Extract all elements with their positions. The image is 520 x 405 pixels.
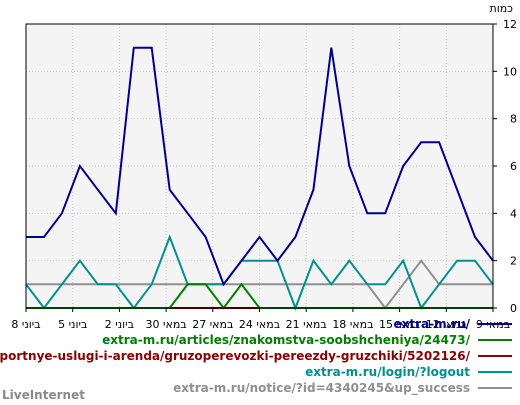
x-tick-label: 2 ביוני bbox=[105, 318, 134, 331]
plot-frame bbox=[25, 23, 494, 309]
legend-label: extra-m.ru/notice/?id=4340245&up_success bbox=[173, 381, 470, 396]
y-tick-label: 4 bbox=[510, 207, 517, 220]
y-tick-label: 0 bbox=[510, 302, 517, 315]
x-tick-label: 8 ביוני bbox=[11, 318, 40, 331]
x-tick-label: 18 במאי bbox=[332, 318, 373, 331]
legend-label: extra-m.ru/login/?logout bbox=[305, 365, 470, 379]
axes: 0 2 4 6 8 10 12 8 ביוני 5 ביוני 2 ביוני 30 במאי 27 … bbox=[11, 18, 517, 331]
y-axis-title: כמות bbox=[489, 2, 513, 15]
x-tick-label: 27 במאי bbox=[192, 318, 233, 331]
legend-label: extra-m.ru/articles/znakomstva-soobshche… bbox=[102, 333, 470, 347]
x-tick-label: 15 במאי bbox=[379, 318, 420, 331]
x-tick-label: 30 במאי bbox=[146, 318, 187, 331]
y-tick-label: 6 bbox=[510, 160, 517, 173]
legend: extra-m.ru/extra-m.ru/articles/znakomstv… bbox=[0, 317, 512, 396]
y-tick-label: 10 bbox=[503, 65, 517, 78]
x-tick-label: 24 במאי bbox=[239, 318, 280, 331]
x-tick-label: 12 במאי bbox=[426, 318, 467, 331]
y-tick-label: 2 bbox=[510, 255, 517, 268]
series-line-4 bbox=[25, 234, 494, 311]
legend-label: /transportnye-uslugi-i-arenda/gruzoperev… bbox=[0, 349, 471, 363]
series-line-1 bbox=[26, 46, 494, 287]
liveinternet-watermark: LiveInternet bbox=[2, 388, 85, 402]
x-tick-label: 5 ביוני bbox=[58, 318, 87, 331]
legend-label: extra-m.ru/ bbox=[393, 317, 470, 331]
y-tick-label: 8 bbox=[510, 113, 517, 126]
x-tick-label: 21 במאי bbox=[286, 318, 327, 331]
y-tick-label: 12 bbox=[503, 18, 517, 31]
